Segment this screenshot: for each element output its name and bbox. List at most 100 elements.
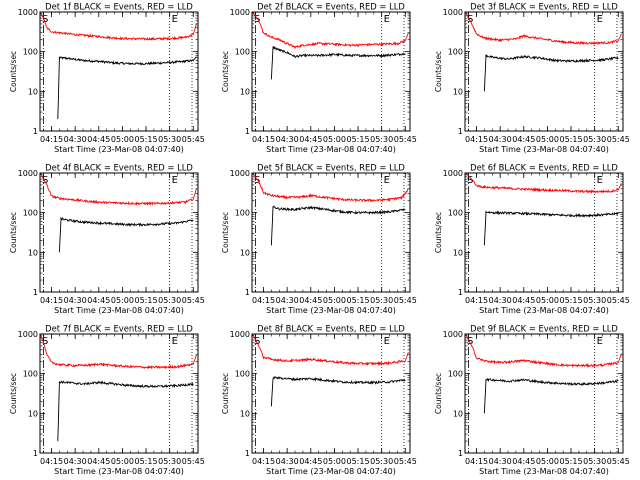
y-tick-label: 100 bbox=[448, 48, 463, 57]
end-marker-label: E bbox=[384, 14, 390, 25]
y-tick-label: 1 bbox=[33, 449, 38, 458]
end-marker-label: E bbox=[172, 14, 178, 25]
x-axis-label: Start Time (23-Mar-08 04:07:40) bbox=[266, 145, 396, 154]
y-tick-label: 1 bbox=[245, 127, 250, 136]
end-marker-label: E bbox=[172, 336, 178, 347]
x-tick-label: 05:00 bbox=[323, 296, 346, 305]
y-tick-label: 1000 bbox=[443, 330, 463, 339]
y-axis-label: Counts/sec bbox=[221, 51, 230, 92]
x-tick-label: 05:15 bbox=[560, 296, 583, 305]
end-marker-label: E bbox=[384, 175, 390, 186]
x-tick-label: 05:30 bbox=[158, 135, 181, 144]
y-tick-label: 10 bbox=[240, 87, 250, 96]
x-tick-label: 04:30 bbox=[489, 135, 512, 144]
x-tick-label: 05:45 bbox=[182, 135, 205, 144]
chart-title: Det 5f BLACK = Events, RED = LLD bbox=[257, 163, 405, 173]
x-tick-label: 04:15 bbox=[252, 135, 275, 144]
y-tick-label: 1 bbox=[458, 127, 463, 136]
x-tick-label: 04:15 bbox=[40, 457, 63, 466]
x-tick-label: 04:15 bbox=[465, 296, 488, 305]
y-tick-label: 10 bbox=[453, 248, 463, 257]
x-tick-label: 05:00 bbox=[111, 135, 134, 144]
x-tick-label: 05:45 bbox=[607, 296, 630, 305]
y-tick-label: 1000 bbox=[230, 8, 250, 17]
y-tick-label: 100 bbox=[448, 209, 463, 218]
start-marker-label: S bbox=[467, 336, 473, 347]
x-tick-label: 05:00 bbox=[111, 457, 134, 466]
y-tick-label: 1000 bbox=[18, 169, 38, 178]
y-tick-label: 100 bbox=[448, 370, 463, 379]
y-tick-label: 100 bbox=[235, 48, 250, 57]
x-tick-label: 05:30 bbox=[370, 296, 393, 305]
x-tick-label: 04:45 bbox=[87, 135, 110, 144]
x-tick-label: 05:15 bbox=[347, 457, 370, 466]
y-tick-label: 10 bbox=[240, 248, 250, 257]
chart-title: Det 2f BLACK = Events, RED = LLD bbox=[257, 2, 405, 12]
y-axis-label: Counts/sec bbox=[434, 373, 443, 414]
y-tick-label: 100 bbox=[23, 370, 38, 379]
y-tick-label: 10 bbox=[28, 409, 38, 418]
x-tick-label: 05:30 bbox=[370, 135, 393, 144]
start-marker-label: S bbox=[467, 175, 473, 186]
x-tick-label: 05:00 bbox=[536, 296, 559, 305]
x-tick-label: 05:30 bbox=[583, 135, 606, 144]
end-marker-label: E bbox=[172, 175, 178, 186]
y-tick-label: 10 bbox=[240, 409, 250, 418]
x-tick-label: 04:30 bbox=[64, 296, 87, 305]
x-tick-label: 05:15 bbox=[560, 457, 583, 466]
chart-title: Det 7f BLACK = Events, RED = LLD bbox=[45, 324, 193, 334]
x-tick-label: 04:30 bbox=[489, 457, 512, 466]
x-tick-label: 04:45 bbox=[512, 135, 535, 144]
start-marker-label: S bbox=[467, 14, 473, 25]
x-tick-label: 05:30 bbox=[583, 296, 606, 305]
end-marker-label: E bbox=[597, 336, 603, 347]
y-tick-label: 100 bbox=[23, 48, 38, 57]
x-axis-label: Start Time (23-Mar-08 04:07:40) bbox=[54, 467, 184, 476]
x-tick-label: 04:45 bbox=[512, 296, 535, 305]
x-tick-label: 05:45 bbox=[607, 135, 630, 144]
x-tick-label: 05:15 bbox=[135, 457, 158, 466]
x-tick-label: 05:45 bbox=[394, 135, 417, 144]
x-axis-label: Start Time (23-Mar-08 04:07:40) bbox=[266, 306, 396, 315]
x-axis-label: Start Time (23-Mar-08 04:07:40) bbox=[266, 467, 396, 476]
x-tick-label: 04:45 bbox=[512, 457, 535, 466]
x-axis-label: Start Time (23-Mar-08 04:07:40) bbox=[54, 145, 184, 154]
x-axis-label: Start Time (23-Mar-08 04:07:40) bbox=[479, 306, 609, 315]
x-tick-label: 04:15 bbox=[465, 135, 488, 144]
x-tick-label: 05:45 bbox=[182, 296, 205, 305]
y-tick-label: 100 bbox=[235, 209, 250, 218]
x-tick-label: 04:15 bbox=[465, 457, 488, 466]
x-tick-label: 05:30 bbox=[158, 296, 181, 305]
y-tick-label: 10 bbox=[453, 87, 463, 96]
x-tick-label: 05:00 bbox=[536, 457, 559, 466]
y-axis-label: Counts/sec bbox=[434, 51, 443, 92]
y-axis-label: Counts/sec bbox=[9, 373, 18, 414]
end-marker-label: E bbox=[597, 14, 603, 25]
x-tick-label: 05:15 bbox=[135, 296, 158, 305]
x-tick-label: 05:00 bbox=[323, 457, 346, 466]
x-tick-label: 04:30 bbox=[276, 296, 299, 305]
y-axis-label: Counts/sec bbox=[221, 212, 230, 253]
y-tick-label: 100 bbox=[23, 209, 38, 218]
y-tick-label: 1000 bbox=[230, 169, 250, 178]
x-tick-label: 04:30 bbox=[64, 135, 87, 144]
x-tick-label: 04:30 bbox=[276, 457, 299, 466]
y-tick-label: 100 bbox=[235, 370, 250, 379]
chart-title: Det 6f BLACK = Events, RED = LLD bbox=[470, 163, 618, 173]
chart-title: Det 1f BLACK = Events, RED = LLD bbox=[45, 2, 193, 12]
x-tick-label: 04:45 bbox=[299, 457, 322, 466]
start-marker-label: S bbox=[254, 336, 260, 347]
y-tick-label: 10 bbox=[28, 87, 38, 96]
y-tick-label: 10 bbox=[28, 248, 38, 257]
x-tick-label: 04:30 bbox=[64, 457, 87, 466]
x-tick-label: 05:30 bbox=[370, 457, 393, 466]
x-tick-label: 05:15 bbox=[347, 135, 370, 144]
x-tick-label: 04:45 bbox=[299, 135, 322, 144]
y-tick-label: 10 bbox=[453, 409, 463, 418]
x-tick-label: 05:45 bbox=[607, 457, 630, 466]
chart-title: Det 4f BLACK = Events, RED = LLD bbox=[45, 163, 193, 173]
x-tick-label: 05:00 bbox=[111, 296, 134, 305]
chart-title: Det 3f BLACK = Events, RED = LLD bbox=[470, 2, 618, 12]
